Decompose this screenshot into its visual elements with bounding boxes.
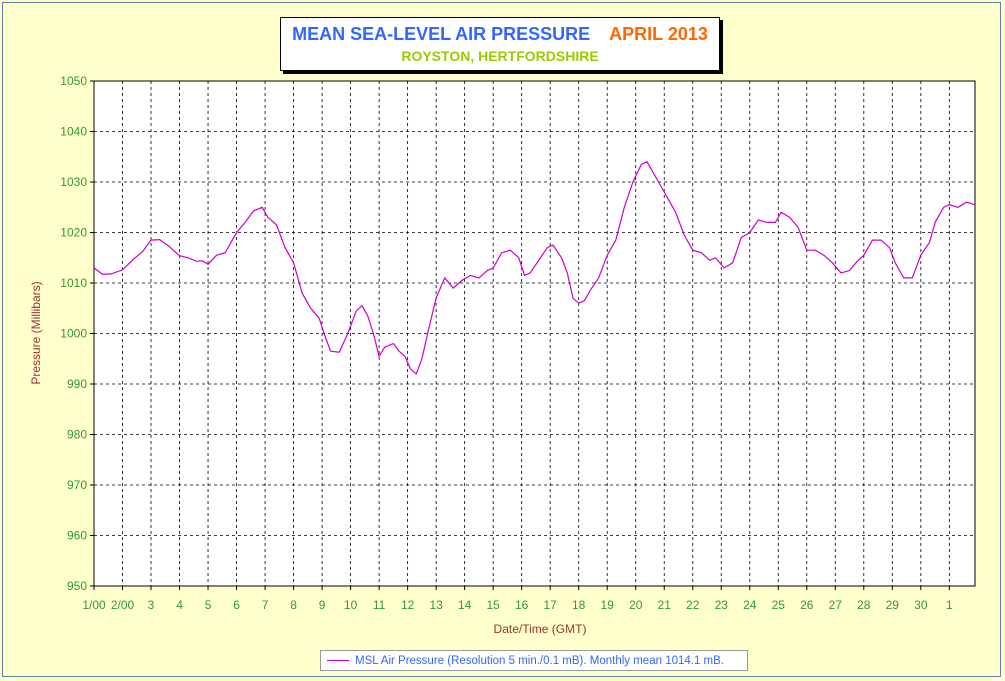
x-tick-label: 2/00 (111, 598, 135, 612)
x-tick-label: 28 (857, 598, 871, 612)
y-tick-label: 970 (67, 478, 87, 492)
x-tick-label: 25 (772, 598, 786, 612)
x-tick-label: 19 (601, 598, 615, 612)
y-tick-label: 960 (67, 529, 87, 543)
x-tick-label: 29 (886, 598, 900, 612)
x-tick-label: 3 (148, 598, 155, 612)
x-axis-ticks: 1/00 2/00 3 4 5 6 7 8 9 10 11 12 13 14 15 16 17 18 19 20 21 2… (82, 586, 953, 612)
series-line-msl-pressure (93, 161, 976, 375)
x-tick-label: 17 (544, 598, 558, 612)
x-tick-label: 27 (829, 598, 843, 612)
legend: MSL Air Pressure (Resolution 5 min./0.1 … (320, 650, 748, 671)
y-tick-label: 1040 (60, 125, 87, 139)
x-tick-label: 18 (572, 598, 586, 612)
x-tick-label: 24 (743, 598, 757, 612)
x-tick-label: 14 (458, 598, 472, 612)
x-tick-label: 30 (914, 598, 928, 612)
x-tick-label: 1 (946, 598, 953, 612)
x-tick-label: 1/00 (82, 598, 106, 612)
chart-subtitle: ROYSTON, HERTFORDSHIRE (401, 48, 599, 64)
legend-entry: MSL Air Pressure (Resolution 5 min./0.1 … (355, 654, 725, 667)
x-tick-label: 10 (344, 598, 358, 612)
x-tick-label: 6 (233, 598, 240, 612)
chart-title-box: MEAN SEA-LEVEL AIR PRESSURE APRIL 2013 R… (280, 17, 720, 71)
y-tick-label: 1010 (60, 276, 87, 290)
x-tick-label: 13 (429, 598, 443, 612)
x-axis-label: Date/Time (GMT) (494, 622, 587, 636)
x-tick-label: 12 (401, 598, 415, 612)
x-tick-label: 8 (290, 598, 297, 612)
y-tick-label: 1030 (60, 175, 87, 189)
grid-lines (94, 81, 975, 586)
x-tick-label: 20 (629, 598, 643, 612)
x-tick-label: 21 (658, 598, 672, 612)
y-axis-label: Pressure (Millibars) (29, 281, 43, 384)
x-tick-label: 4 (176, 598, 183, 612)
y-tick-label: 1020 (60, 226, 87, 240)
x-tick-label: 16 (515, 598, 529, 612)
x-tick-label: 26 (800, 598, 814, 612)
x-tick-label: 11 (373, 598, 386, 612)
y-tick-label: 990 (67, 377, 87, 391)
chart-title-line: MEAN SEA-LEVEL AIR PRESSURE APRIL 2013 (281, 24, 719, 45)
chart-title: MEAN SEA-LEVEL AIR PRESSURE (292, 24, 591, 44)
y-tick-label: 950 (67, 579, 87, 593)
y-axis-ticks: 950 960 970 980 990 1000 1010 1020 1030 1040 1050 (60, 74, 94, 593)
x-tick-label: 22 (686, 598, 700, 612)
x-tick-label: 23 (715, 598, 729, 612)
x-tick-label: 7 (262, 598, 269, 612)
y-tick-label: 1050 (60, 74, 87, 88)
y-tick-label: 980 (67, 428, 87, 442)
y-tick-label: 1000 (60, 327, 87, 341)
legend-swatch (327, 660, 349, 661)
x-tick-label: 9 (319, 598, 326, 612)
x-tick-label: 5 (205, 598, 212, 612)
chart-title-period: APRIL 2013 (609, 24, 708, 44)
x-tick-label: 15 (486, 598, 500, 612)
